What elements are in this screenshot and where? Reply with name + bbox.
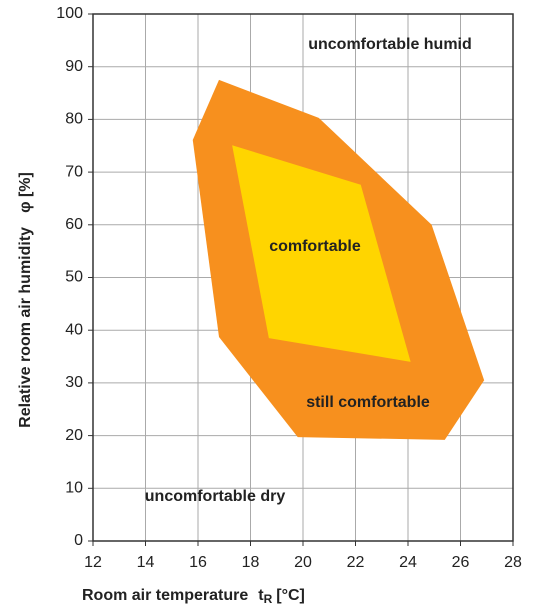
x-label-text: Room air temperature [82,587,248,604]
y-tick-label: 80 [65,111,83,128]
plot-frame [92,13,514,542]
x-label-symbol: t [258,587,264,604]
x-tick-label: 12 [84,554,102,571]
x-tick-label: 22 [347,554,365,571]
y-label-symbol: φ [%] [17,172,34,213]
y-tick-label: 50 [65,269,83,286]
y-tick-label: 60 [65,216,83,233]
zone [232,145,411,362]
y-tick-label: 30 [65,374,83,391]
y-tick-label: 0 [74,532,83,549]
annotation: uncomfortable dry [145,488,286,505]
x-tick-label: 28 [504,554,522,571]
x-tick-label: 14 [137,554,155,571]
y-tick-label: 10 [65,480,83,497]
x-tick-label: 24 [399,554,417,571]
y-tick-label: 40 [65,321,83,338]
y-tick-label: 100 [56,5,83,22]
x-tick-label: 20 [294,554,312,571]
annotation: uncomfortable humid [308,36,472,53]
x-label-subscript: R [264,592,273,606]
y-tick-label: 20 [65,427,83,444]
x-axis-label: Room air temperature tR [°C] [82,587,305,606]
x-tick-label: 16 [189,554,207,571]
zone-label: still comfortable [306,394,430,411]
y-axis-label: Relative room air humidity φ [%] [17,172,34,428]
y-label-text: Relative room air humidity [17,227,34,428]
x-label-unit: [°C] [276,587,305,604]
y-tick-label: 70 [65,163,83,180]
x-tick-label: 26 [452,554,470,571]
y-tick-label: 90 [65,58,83,75]
x-tick-label: 18 [242,554,260,571]
zone-label: comfortable [269,238,361,255]
